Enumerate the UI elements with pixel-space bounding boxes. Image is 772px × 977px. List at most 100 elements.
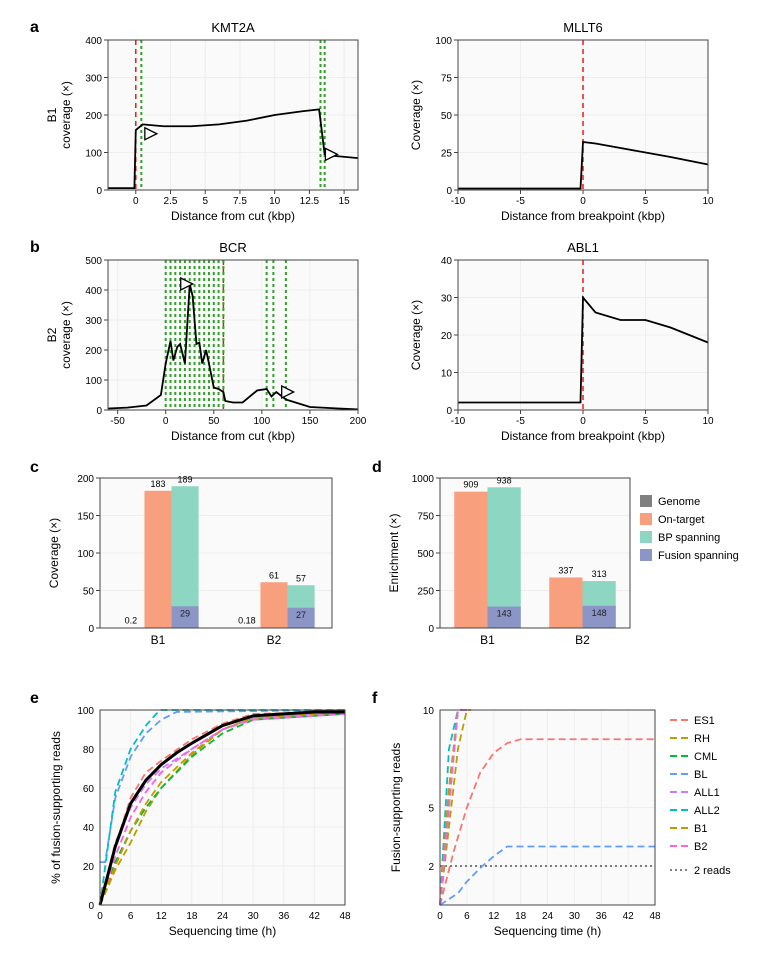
- svg-text:B2: B2: [694, 841, 707, 853]
- svg-text:20: 20: [441, 331, 453, 342]
- svg-text:400: 400: [85, 286, 102, 297]
- svg-text:12: 12: [156, 911, 168, 922]
- svg-text:0: 0: [163, 416, 169, 427]
- svg-text:2.5: 2.5: [164, 196, 178, 207]
- svg-text:300: 300: [85, 74, 102, 85]
- svg-text:ALL1: ALL1: [694, 787, 720, 799]
- svg-text:ABL1: ABL1: [567, 240, 599, 255]
- svg-text:100: 100: [85, 149, 102, 160]
- svg-text:12: 12: [488, 911, 500, 922]
- svg-text:60: 60: [83, 784, 95, 795]
- svg-text:1000: 1000: [412, 474, 435, 485]
- svg-text:Distance from breakpoint (kbp): Distance from breakpoint (kbp): [501, 209, 665, 223]
- svg-text:coverage (×): coverage (×): [59, 81, 73, 149]
- svg-text:10: 10: [423, 706, 435, 717]
- svg-text:200: 200: [85, 111, 102, 122]
- svg-text:61: 61: [269, 570, 279, 580]
- svg-text:0: 0: [96, 186, 102, 197]
- svg-text:337: 337: [558, 565, 573, 575]
- svg-text:b: b: [30, 239, 40, 256]
- svg-text:Coverage (×): Coverage (×): [409, 300, 423, 370]
- svg-text:0: 0: [428, 624, 434, 635]
- svg-text:-50: -50: [110, 416, 125, 427]
- svg-text:6: 6: [128, 911, 134, 922]
- svg-text:20: 20: [83, 862, 95, 873]
- svg-text:-5: -5: [516, 416, 525, 427]
- svg-text:24: 24: [217, 911, 229, 922]
- svg-text:Coverage (×): Coverage (×): [409, 80, 423, 150]
- svg-text:0: 0: [96, 406, 102, 417]
- svg-text:BP spanning: BP spanning: [658, 532, 720, 544]
- svg-text:6: 6: [464, 911, 470, 922]
- svg-text:Distance from cut (kbp): Distance from cut (kbp): [171, 209, 295, 223]
- svg-text:CML: CML: [694, 751, 717, 763]
- svg-text:313: 313: [592, 569, 607, 579]
- svg-text:Sequencing time (h): Sequencing time (h): [494, 924, 601, 938]
- svg-text:On-target: On-target: [658, 514, 704, 526]
- svg-text:B2: B2: [45, 327, 59, 342]
- svg-text:0: 0: [446, 186, 452, 197]
- svg-text:0: 0: [88, 624, 94, 635]
- svg-text:36: 36: [596, 911, 608, 922]
- svg-text:% of fusion-supporting reads: % of fusion-supporting reads: [49, 731, 63, 884]
- svg-text:200: 200: [77, 474, 94, 485]
- svg-text:BCR: BCR: [219, 240, 246, 255]
- svg-text:80: 80: [83, 745, 95, 756]
- svg-text:909: 909: [463, 480, 478, 490]
- svg-text:5: 5: [643, 416, 649, 427]
- svg-text:Distance from breakpoint (kbp): Distance from breakpoint (kbp): [501, 429, 665, 443]
- svg-text:40: 40: [441, 256, 453, 267]
- svg-text:500: 500: [417, 549, 434, 560]
- svg-text:d: d: [372, 459, 382, 476]
- svg-text:B1: B1: [45, 107, 59, 122]
- svg-text:200: 200: [350, 416, 367, 427]
- svg-text:c: c: [30, 459, 39, 476]
- svg-text:30: 30: [248, 911, 260, 922]
- svg-text:148: 148: [592, 608, 607, 618]
- svg-text:150: 150: [77, 512, 94, 523]
- svg-text:100: 100: [435, 36, 452, 47]
- svg-text:10: 10: [702, 196, 714, 207]
- svg-text:143: 143: [497, 609, 512, 619]
- svg-text:189: 189: [178, 474, 193, 484]
- svg-text:50: 50: [208, 416, 220, 427]
- svg-text:MLLT6: MLLT6: [563, 20, 603, 35]
- svg-text:36: 36: [278, 911, 290, 922]
- svg-text:10: 10: [269, 196, 281, 207]
- svg-text:Distance from cut (kbp): Distance from cut (kbp): [171, 429, 295, 443]
- svg-text:-5: -5: [516, 196, 525, 207]
- svg-text:25: 25: [441, 149, 453, 160]
- svg-text:18: 18: [186, 911, 198, 922]
- svg-text:12.5: 12.5: [300, 196, 320, 207]
- svg-text:B2: B2: [267, 633, 282, 647]
- svg-text:29: 29: [180, 608, 190, 618]
- svg-text:100: 100: [77, 706, 94, 717]
- svg-text:24: 24: [542, 911, 554, 922]
- svg-text:Fusion-supporting reads: Fusion-supporting reads: [389, 743, 403, 872]
- svg-text:0: 0: [88, 901, 94, 912]
- svg-text:150: 150: [302, 416, 319, 427]
- svg-text:183: 183: [150, 479, 165, 489]
- figure-root: a02.557.51012.5150100200300400KMT2ADista…: [0, 0, 772, 967]
- svg-text:48: 48: [649, 911, 661, 922]
- svg-text:0: 0: [446, 406, 452, 417]
- svg-text:0: 0: [580, 416, 586, 427]
- svg-text:2: 2: [428, 862, 434, 873]
- svg-text:10: 10: [702, 416, 714, 427]
- svg-text:48: 48: [339, 911, 351, 922]
- svg-text:0: 0: [133, 196, 139, 207]
- svg-text:200: 200: [85, 346, 102, 357]
- svg-text:42: 42: [623, 911, 635, 922]
- svg-text:30: 30: [441, 294, 453, 305]
- svg-text:B1: B1: [151, 633, 166, 647]
- svg-text:Fusion spanning: Fusion spanning: [658, 550, 739, 562]
- svg-text:f: f: [372, 690, 378, 707]
- svg-text:10: 10: [441, 369, 453, 380]
- svg-text:a: a: [30, 19, 39, 36]
- svg-text:ALL2: ALL2: [694, 805, 720, 817]
- svg-text:5: 5: [428, 804, 434, 815]
- svg-text:5: 5: [202, 196, 208, 207]
- figure-svg: a02.557.51012.5150100200300400KMT2ADista…: [10, 10, 772, 977]
- svg-text:0: 0: [97, 911, 103, 922]
- svg-text:40: 40: [83, 823, 95, 834]
